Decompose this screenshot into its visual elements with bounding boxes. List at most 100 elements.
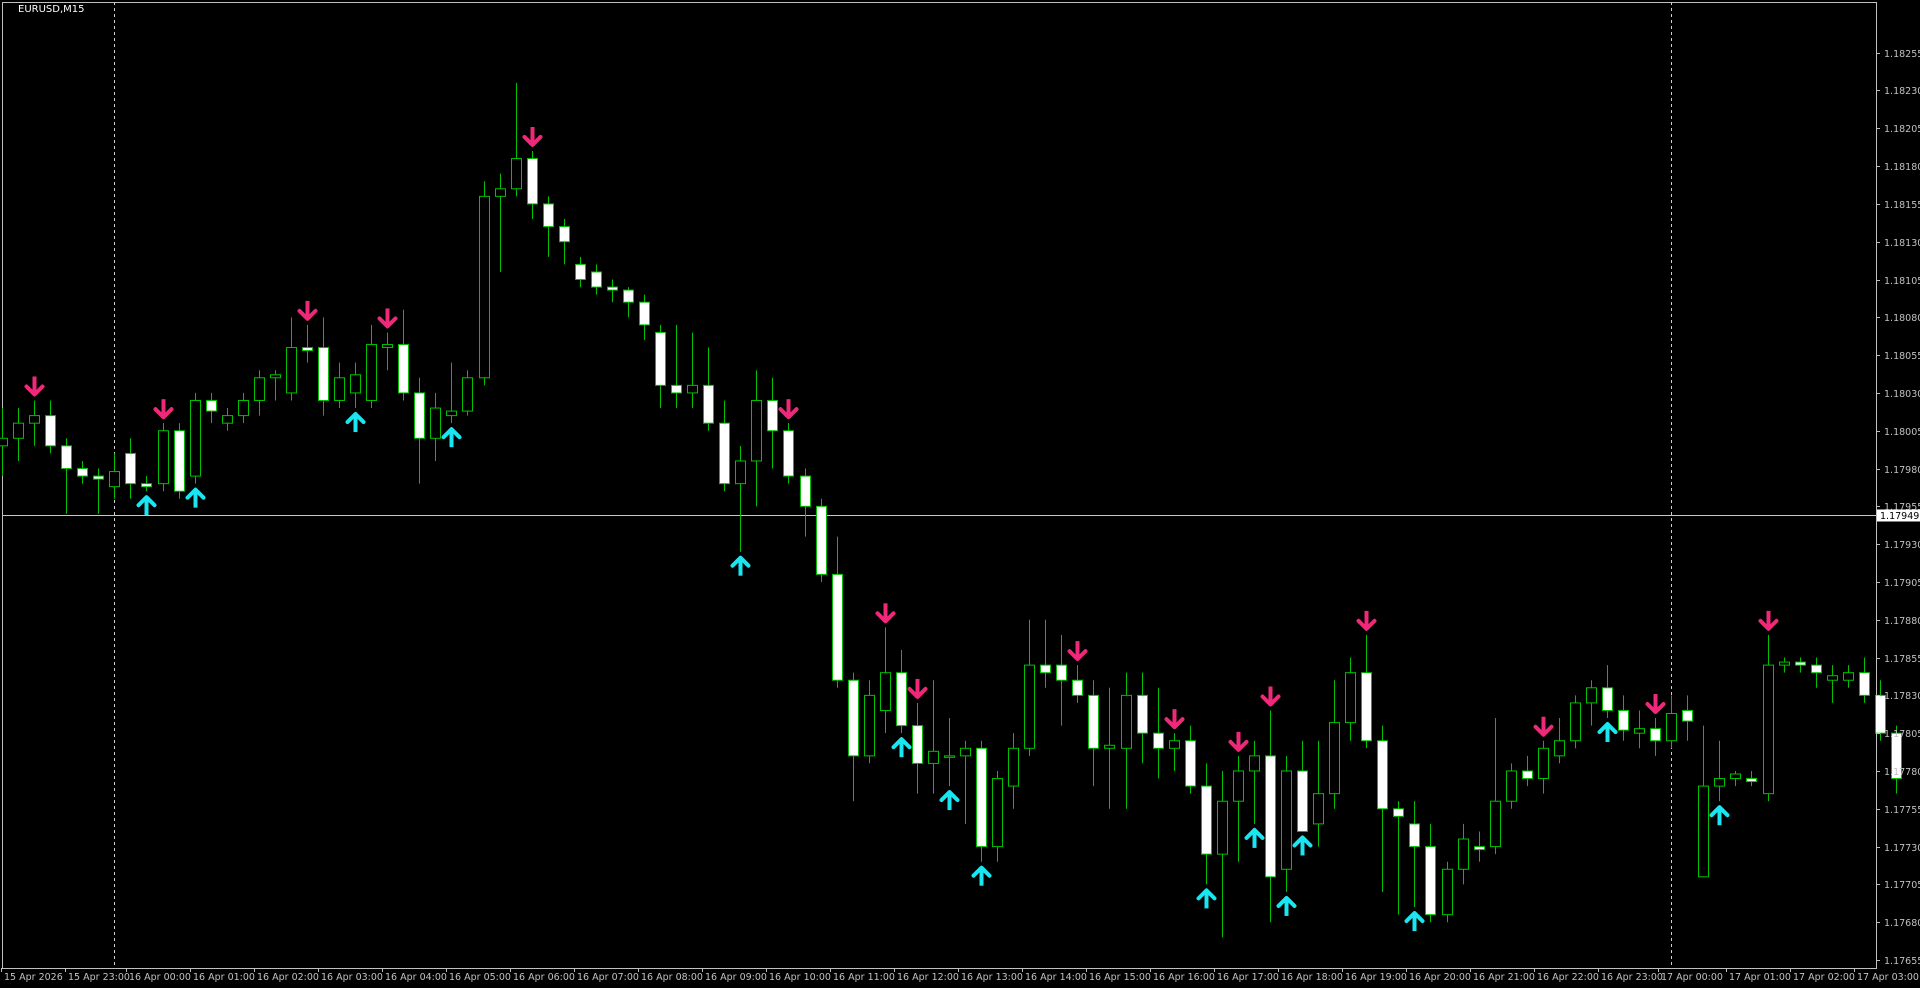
bear-candle-body (141, 483, 152, 488)
arrow-head (377, 316, 398, 329)
buy-signal-arrow-icon (1709, 805, 1730, 826)
x-axis-tick-label: 16 Apr 14:00 (1025, 972, 1087, 983)
bull-candle-body (1666, 713, 1677, 742)
bull-candle-body (222, 415, 233, 424)
arrow-head (1709, 805, 1730, 818)
x-axis-tick-label: 16 Apr 10:00 (769, 972, 831, 983)
y-axis-tick-label: 1.17980 (1884, 465, 1920, 476)
arrow-head (891, 737, 912, 750)
y-axis-tick-label: 1.17855 (1884, 654, 1920, 665)
bear-candle-body (414, 392, 425, 439)
bear-candle-body (912, 725, 923, 764)
bull-candle-body (286, 347, 297, 394)
sell-signal-arrow-icon (1356, 610, 1377, 631)
bear-candle-body (896, 672, 907, 727)
bull-candle-body (687, 384, 698, 394)
y-axis-tick-label: 1.17830 (1884, 691, 1920, 702)
bear-candle-body (1185, 740, 1196, 787)
bull-candle-body (1843, 672, 1854, 681)
x-axis-tick-label: 16 Apr 18:00 (1281, 972, 1343, 983)
bear-candle-body (976, 747, 987, 848)
bear-candle-body (1425, 846, 1436, 916)
bear-candle-body (1265, 755, 1276, 878)
x-axis-tick-label: 16 Apr 00:00 (129, 972, 191, 983)
y-axis-tick-label: 1.18030 (1884, 389, 1920, 400)
arrow-head (971, 865, 992, 878)
sell-signal-arrow-icon (875, 603, 896, 624)
x-axis-tick-label: 15 Apr 23:00 (68, 972, 130, 983)
sell-signal-arrow-icon (522, 126, 543, 147)
arrow-head (136, 495, 157, 508)
bear-candle-body (543, 203, 554, 228)
bull-candle-body (366, 344, 377, 401)
bull-candle-body (1442, 868, 1453, 916)
arrow-head (24, 384, 45, 397)
bear-candle-body (832, 573, 843, 681)
bull-candle-body (960, 747, 971, 757)
bear-candle-body (1522, 770, 1533, 780)
bull-candle-body (1249, 755, 1260, 772)
arrow-head (1404, 911, 1425, 924)
y-axis-tick-label: 1.18080 (1884, 313, 1920, 324)
arrow-head (1228, 739, 1249, 752)
x-axis-tick-label: 16 Apr 22:00 (1537, 972, 1599, 983)
bull-candle-body (1714, 778, 1725, 787)
sell-signal-arrow-icon (377, 308, 398, 329)
bull-candle-body (1779, 661, 1790, 666)
y-axis-tick-label: 1.17730 (1884, 843, 1920, 854)
current-price-label: 1.17949 (1880, 511, 1919, 522)
arrow-head (1196, 888, 1217, 901)
x-axis-tick-label: 16 Apr 15:00 (1089, 972, 1151, 983)
bull-candle-body (511, 158, 522, 190)
bear-candle-body (671, 384, 682, 394)
arrow-head (1597, 722, 1618, 735)
bull-candle-body (1763, 664, 1774, 795)
sell-signal-arrow-icon (1228, 731, 1249, 752)
bear-candle-body (1682, 709, 1693, 722)
bull-candle-body (350, 374, 361, 394)
arrow-head (1244, 827, 1265, 840)
sell-signal-arrow-icon (778, 399, 799, 420)
bear-candle-body (591, 271, 602, 288)
bull-candle-body (334, 377, 345, 401)
arrow-head (730, 555, 751, 568)
bear-candle-body (61, 445, 72, 470)
bear-candle-body (1040, 664, 1051, 674)
x-axis-tick-label: 16 Apr 19:00 (1345, 972, 1407, 983)
bull-candle-body (1827, 675, 1838, 681)
bull-candle-body (1506, 770, 1517, 802)
bull-candle-body (1698, 785, 1709, 878)
sell-signal-arrow-icon (1758, 610, 1779, 631)
buy-signal-arrow-icon (1276, 895, 1297, 916)
bull-candle-body (1458, 838, 1469, 870)
bear-candle-body (559, 226, 570, 243)
bull-candle-body (1217, 800, 1228, 855)
arrow-head (1292, 835, 1313, 848)
sell-signal-arrow-icon (1067, 641, 1088, 662)
bear-candle-body (174, 430, 185, 492)
bull-candle-body (1169, 740, 1180, 749)
x-axis-tick-label: 16 Apr 07:00 (577, 972, 639, 983)
bear-candle-body (719, 422, 730, 485)
x-axis-tick-label: 16 Apr 01:00 (193, 972, 255, 983)
bear-candle-body (1377, 740, 1388, 810)
bear-candle-body (607, 286, 618, 291)
bull-candle-body (1008, 747, 1019, 787)
arrow-head (1276, 895, 1297, 908)
x-axis-tick-label: 16 Apr 08:00 (641, 972, 703, 983)
bull-candle-body (1345, 672, 1356, 724)
bull-candle-body (270, 374, 281, 379)
bear-candle-body (767, 399, 778, 432)
buy-signal-arrow-icon (1597, 722, 1618, 743)
bear-candle-body (1297, 770, 1308, 832)
buy-signal-arrow-icon (1404, 911, 1425, 932)
y-axis-tick-label: 1.18255 (1884, 49, 1920, 60)
buy-signal-arrow-icon (136, 495, 157, 516)
buy-signal-arrow-icon (891, 737, 912, 758)
bull-candle-body (751, 399, 762, 462)
bear-candle-body (816, 505, 827, 575)
x-axis-tick-label: 17 Apr 00:00 (1661, 972, 1723, 983)
arrow-head (1067, 649, 1088, 662)
